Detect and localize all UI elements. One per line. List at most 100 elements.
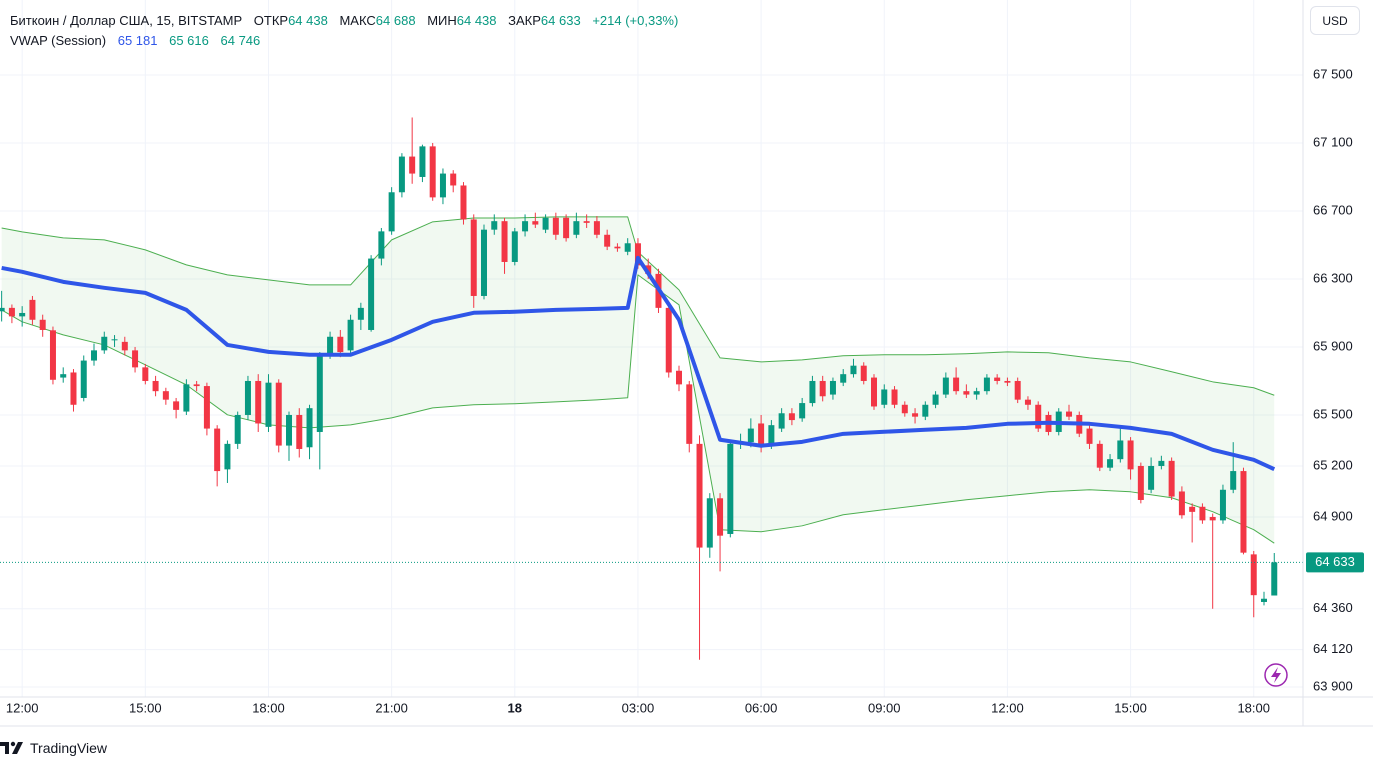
candle-body [121,341,128,351]
candle-body [378,231,385,259]
candle-body [645,265,652,274]
candle-body [634,243,641,266]
y-tick-label: 65 900 [1313,338,1353,353]
candle-body [0,307,5,312]
y-tick-label: 65 500 [1313,406,1353,421]
candle-body [593,221,600,235]
candle-body [1107,459,1114,468]
candle-body [614,246,621,249]
candle-body [19,312,26,317]
candle-body [1066,411,1073,417]
candle-body [552,217,559,235]
indicator-value: 64 746 [220,33,261,48]
replay-icon[interactable] [1264,663,1288,687]
candle-body [963,391,970,395]
candle-body [1168,460,1175,497]
candle-body [819,380,826,397]
logo-part [10,741,16,747]
candle-body [932,394,939,405]
candle-body [624,243,631,252]
last-price-box [1306,552,1364,573]
candle-body [1004,380,1011,383]
candle-body [111,339,118,341]
x-tick-label: 18:00 [1237,700,1270,715]
candle-body [1199,506,1206,521]
symbol[interactable]: Биткоин / Доллар США, 15, BITSTAMP [10,13,243,28]
candle-body [491,221,498,230]
candle-body [481,229,488,296]
y-tick-label: 64 900 [1313,508,1353,523]
candle-body [1024,399,1031,405]
candle-body [983,377,990,392]
x-tick-label: 18 [508,700,522,715]
candle-body [1014,380,1021,400]
candle-body [881,389,888,405]
currency-button[interactable]: USD [1310,6,1360,35]
icon-bolt [1271,667,1281,683]
chart: 63 900 64 120 64 360 64 900 65 200 65 500 65 9… [0,0,1373,727]
candle-body [799,403,806,419]
candle-body [727,443,734,534]
candle-body [706,498,713,548]
candle-body [840,374,847,383]
candle-body [316,355,323,432]
candle-body [829,380,836,395]
candle-body [1137,465,1144,500]
candle-body [286,414,293,446]
candle-body [860,365,867,381]
candle-body [460,185,467,220]
candle-body [162,391,169,400]
change: +214 (+0,33%) [592,13,679,28]
candle-body [91,350,98,361]
ohlc-value: 64 688 [375,13,416,28]
x-tick-label: 03:00 [622,700,655,715]
candle-body [132,350,139,368]
legend: Биткоин / Доллар США, 15, BITSTAMP ОТКР6… [10,11,678,51]
candle-body [152,380,159,392]
y-tick-label: 64 360 [1313,600,1353,615]
vwap-line [1,255,1276,472]
ohlc-value: 64 438 [456,13,497,28]
ohlc-value: 64 438 [288,13,328,28]
candle-body [419,146,426,177]
candle-body [778,413,785,429]
candle-body [912,413,919,417]
x-tick-label: 12:00 [991,700,1024,715]
candle-body [1178,491,1185,516]
candle-body [717,498,724,536]
candle-body [255,380,262,424]
candle-body [183,384,190,412]
candle-body [49,330,56,380]
candle-body [101,336,108,351]
band-fill [1,216,1275,544]
candle-body [203,386,210,429]
candle-body [942,377,949,395]
candle-body [1230,471,1237,490]
ohlc-value: 64 633 [540,13,581,28]
candle-body [953,377,960,392]
candle-body [327,336,334,356]
candle-body [450,173,457,186]
last-price-label: 64 633 [1315,554,1355,569]
candle-body [1240,471,1247,553]
candle-body [60,374,67,378]
candle-body [275,382,282,446]
candle-body [306,408,313,448]
candle-body [747,428,754,443]
candle-body [439,173,446,198]
y-tick-label: 65 200 [1313,457,1353,472]
x-tick-label: 18:00 [252,700,285,715]
candle-body [809,380,816,404]
candle-body [234,414,241,444]
x-tick-label: 09:00 [868,700,901,715]
indicator-name[interactable]: VWAP (Session) [10,33,107,48]
candle-body [8,307,15,317]
candle-body [1096,443,1103,468]
candle-body [224,443,231,470]
candle-body [193,384,200,387]
candle-body [850,365,857,375]
candle-body [768,425,775,444]
candle-body [994,377,1001,381]
